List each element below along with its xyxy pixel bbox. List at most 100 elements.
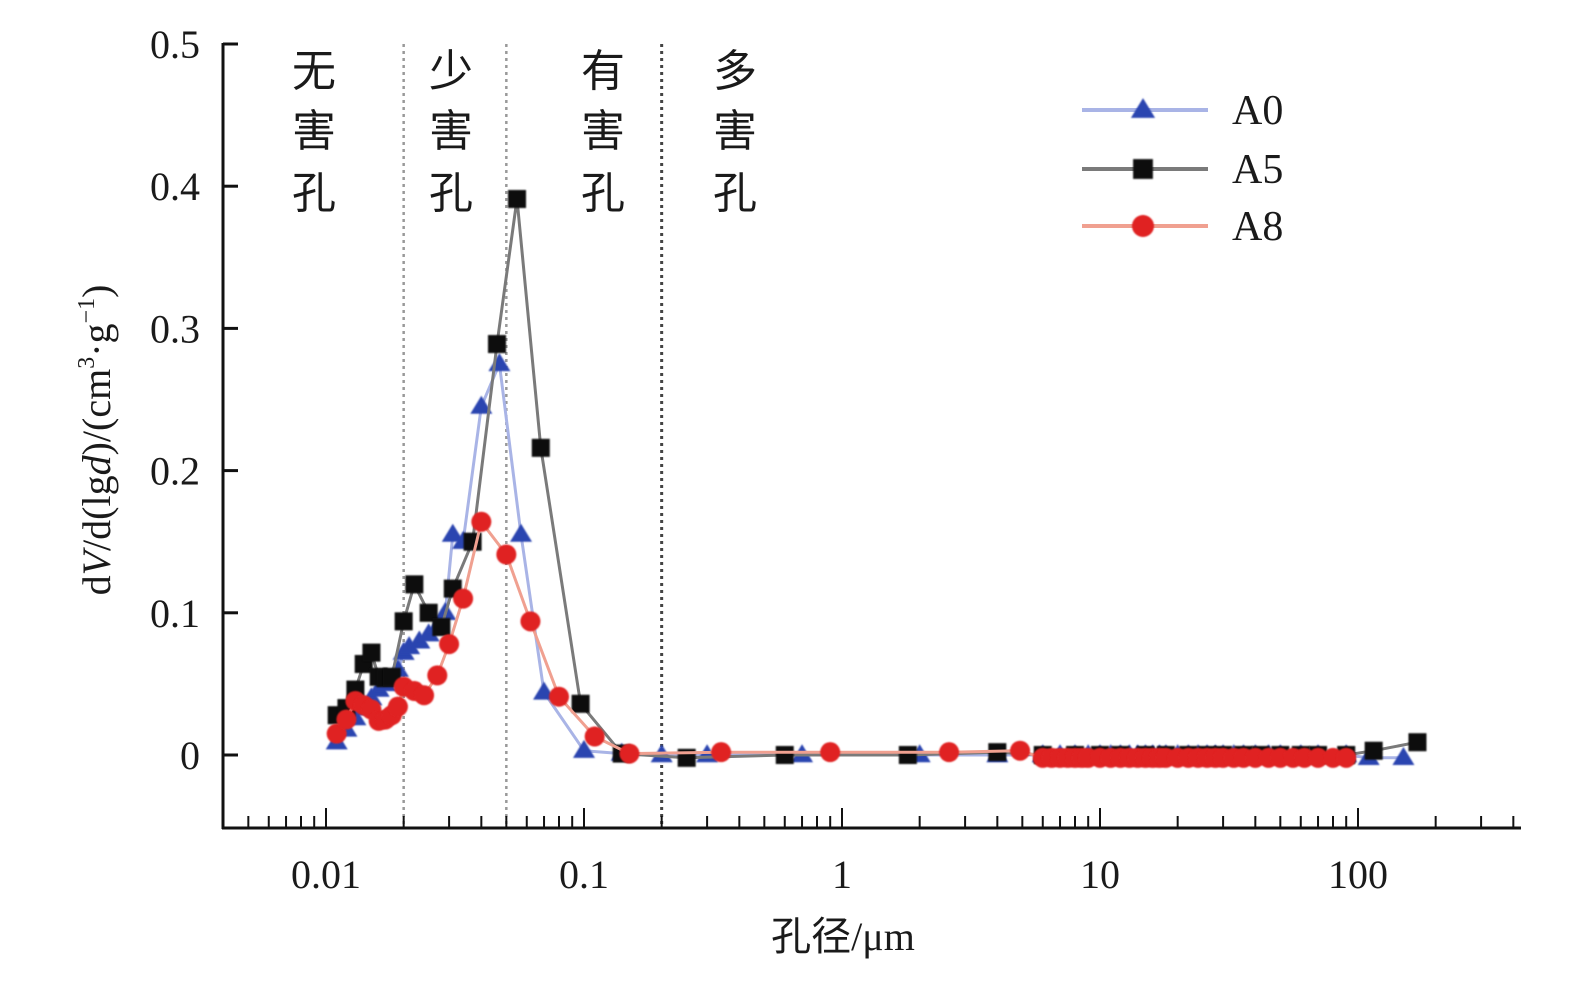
data-point-circle [1010, 740, 1031, 761]
y-axis-title-part: /d(lg [74, 475, 119, 551]
series-line [335, 362, 1404, 760]
data-point-circle [939, 742, 960, 763]
x-ticks [247, 808, 1515, 828]
data-point-circle [326, 723, 347, 744]
data-point-square [394, 612, 413, 631]
y-axis-title: dV/d(lgd)/(cm3·g−1) [74, 285, 119, 596]
data-point-circle [584, 726, 605, 747]
legend-item-a8: A8 [1082, 204, 1283, 250]
zone-label-harmless: 无 害 孔 [292, 46, 336, 219]
data-point-triangle [1392, 747, 1415, 766]
y-axis-title-part: d [74, 454, 119, 475]
zone-labels: 无 害 孔 少 害 孔 有 害 孔 多 害 孔 [292, 46, 757, 219]
zone-label-char: 害 [581, 106, 625, 157]
legend-label: A8 [1232, 204, 1283, 250]
data-point-square [1408, 733, 1427, 752]
data-point-triangle [1130, 98, 1156, 118]
y-axis-title-part: −1 [74, 298, 100, 324]
x-tick-label: 1 [832, 852, 852, 897]
data-point-circle [471, 511, 492, 532]
data-point-triangle [398, 636, 421, 655]
series-a8 [326, 511, 1357, 768]
zone-label-harmful: 有 害 孔 [581, 46, 625, 219]
zone-label-multi-harmful: 多 害 孔 [713, 46, 757, 219]
y-axis-title-part: 3 [74, 357, 100, 369]
legend: A0 A5 A8 [1082, 88, 1283, 250]
y-tick-label: 0.1 [150, 591, 200, 636]
data-point-square [571, 694, 590, 713]
zone-label-char: 害 [292, 106, 336, 157]
x-tick-label: 100 [1328, 852, 1388, 897]
data-point-circle [414, 685, 435, 706]
legend-label: A0 [1232, 88, 1283, 134]
data-point-circle [453, 588, 474, 609]
data-point-circle [439, 634, 460, 655]
data-point-circle [1336, 747, 1357, 768]
legend-marker-circle [1132, 215, 1154, 237]
zone-label-char: 害 [429, 106, 473, 157]
data-point-triangle [510, 523, 533, 542]
data-point-square [432, 618, 451, 637]
data-point-circle [336, 709, 357, 730]
data-point-square [775, 746, 794, 764]
y-tick-label: 0.5 [150, 22, 200, 67]
data-point-circle [1308, 747, 1329, 768]
series-a5 [327, 189, 1427, 767]
data-point-circle [496, 544, 517, 565]
zone-label-char: 孔 [429, 168, 473, 219]
axes [221, 42, 1521, 830]
y-axis-title-part: )/(cm [74, 369, 119, 456]
data-point-triangle [470, 395, 493, 414]
data-point-square [531, 438, 550, 457]
legend-item-a0: A0 [1082, 88, 1283, 134]
legend-label: A5 [1232, 147, 1283, 193]
data-point-triangle [573, 739, 595, 758]
y-tick-label: 0.2 [150, 449, 200, 494]
zone-boundaries [402, 44, 664, 826]
data-point-triangle [488, 353, 511, 372]
x-tick-label: 0.1 [559, 852, 609, 897]
data-point-circle [427, 665, 448, 686]
data-point-square [405, 575, 424, 594]
zone-label-char: 孔 [581, 168, 625, 219]
data-point-square [1133, 159, 1153, 179]
data-point-circle [619, 743, 640, 764]
x-axis-title: 孔径/μm [771, 914, 915, 959]
y-tick-label: 0.3 [150, 306, 200, 351]
data-point-circle [820, 742, 841, 763]
zone-label-char: 孔 [292, 168, 336, 219]
data-point-square [419, 603, 438, 622]
data-point-square [898, 746, 917, 764]
data-point-square [1364, 741, 1383, 760]
legend-marker-square [1133, 159, 1153, 179]
y-tick-label: 0.4 [150, 164, 200, 209]
x-tick-label: 10 [1080, 852, 1120, 897]
y-tick-labels: 0 0.1 0.2 0.3 0.4 0.5 [150, 22, 200, 778]
legend-marker-triangle [1130, 98, 1156, 118]
data-point-triangle [441, 523, 464, 542]
data-point-circle [548, 686, 569, 707]
series-layer [325, 189, 1427, 768]
data-point-circle [387, 696, 408, 717]
zone-label-char: 害 [713, 106, 757, 157]
y-axis-title-part: d [74, 575, 119, 595]
x-tick-label: 0.01 [291, 852, 361, 897]
data-point-square [508, 189, 527, 208]
zone-label-char: 孔 [713, 168, 757, 219]
zone-label-char: 少 [429, 46, 473, 97]
y-axis-title-part: ) [74, 285, 119, 298]
y-axis-title-part: ·g [74, 323, 119, 356]
data-point-circle [520, 611, 541, 632]
data-point-square [362, 643, 381, 662]
zone-label-char: 无 [292, 46, 336, 97]
y-ticks [223, 42, 238, 757]
y-axis-title-part: V [74, 546, 119, 575]
data-point-circle [711, 742, 732, 763]
data-point-circle [1132, 215, 1154, 237]
zone-label-less-harmful: 少 害 孔 [429, 46, 473, 219]
y-tick-label: 0 [180, 733, 200, 778]
series-line [335, 197, 1418, 760]
data-point-square [487, 335, 506, 354]
zone-label-char: 有 [581, 46, 625, 97]
